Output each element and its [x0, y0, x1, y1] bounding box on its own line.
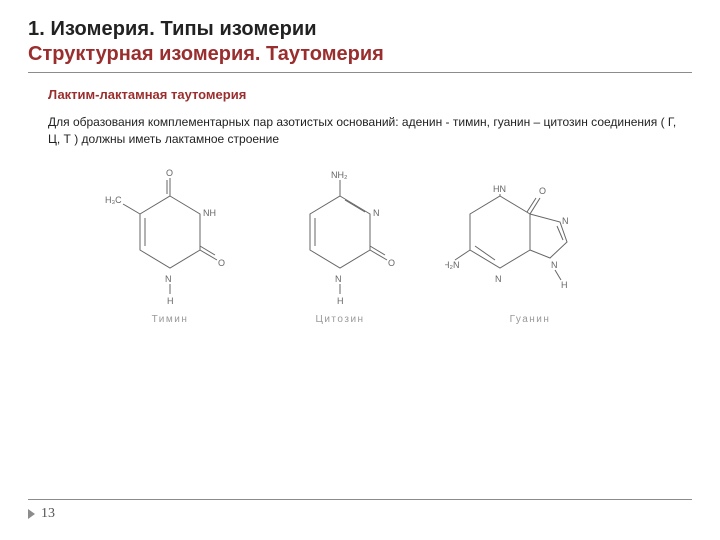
- guanine-structure: O HN H₂N N N N H: [445, 166, 615, 306]
- svg-text:N: N: [335, 274, 342, 284]
- guanine-left-sub: H₂N: [445, 260, 460, 270]
- guanine-label: Гуанин: [510, 314, 551, 325]
- thymine-structure: O O NH N H H₃C: [105, 166, 235, 306]
- footer: 13: [28, 499, 692, 522]
- thymine-label: Тимин: [152, 314, 189, 325]
- svg-text:N: N: [551, 260, 558, 270]
- svg-text:N: N: [165, 274, 172, 284]
- thymine-top-sub: O: [166, 168, 173, 178]
- svg-text:N: N: [373, 208, 380, 218]
- page-marker-icon: [28, 509, 35, 519]
- svg-text:N: N: [562, 216, 569, 226]
- molecule-figures: O O NH N H H₃C Тимин: [48, 166, 672, 325]
- molecule-guanine: O HN H₂N N N N H Гуанин: [445, 166, 615, 325]
- slide: 1. Изомерия. Типы изомерии Структурная и…: [0, 0, 720, 540]
- body-text: Для образования комплементарных пар азот…: [48, 114, 688, 148]
- molecule-cytosine: NH₂ O N N H Цитозин: [285, 166, 395, 325]
- svg-text:H: H: [167, 296, 174, 306]
- footer-rule: [28, 499, 692, 500]
- svg-text:NH: NH: [203, 208, 216, 218]
- cytosine-structure: NH₂ O N N H: [285, 166, 395, 306]
- svg-text:H: H: [337, 296, 344, 306]
- svg-text:N: N: [495, 274, 502, 284]
- title-line-2: Структурная изомерия. Таутомерия: [28, 43, 692, 66]
- molecule-thymine: O O NH N H H₃C Тимин: [105, 166, 235, 325]
- svg-text:HN: HN: [493, 184, 506, 194]
- cytosine-label: Цитозин: [315, 314, 364, 325]
- title-line-1: 1. Изомерия. Типы изомерии: [28, 18, 692, 41]
- title-rule: [28, 72, 692, 73]
- svg-text:H: H: [561, 280, 568, 290]
- page-number: 13: [41, 506, 55, 522]
- cytosine-top-sub: NH₂: [331, 170, 348, 180]
- svg-text:O: O: [218, 258, 225, 268]
- svg-text:O: O: [388, 258, 395, 268]
- page-number-wrap: 13: [28, 506, 692, 522]
- subheading: Лактим-лактамная таутомерия: [48, 87, 692, 102]
- thymine-left-sub: H₃C: [105, 195, 122, 205]
- guanine-top-sub: O: [539, 186, 546, 196]
